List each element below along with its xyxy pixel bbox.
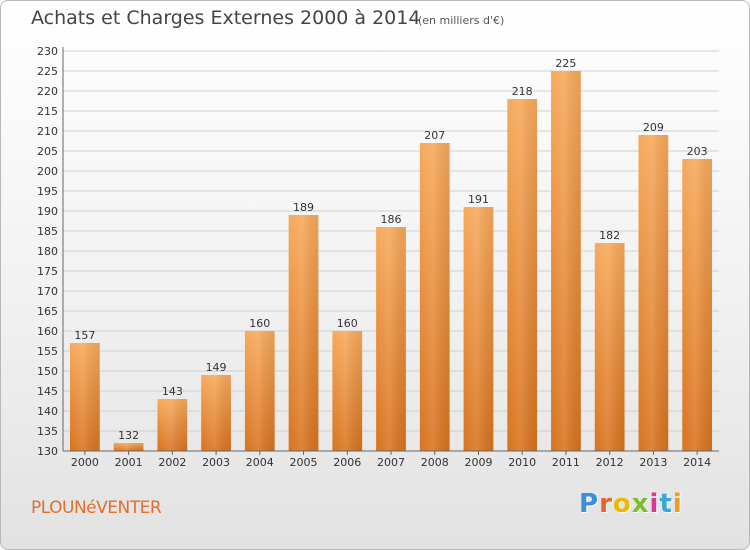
x-tick-label: 2003 — [202, 456, 230, 469]
x-tick-label: 2000 — [71, 456, 99, 469]
data-label: 132 — [118, 429, 139, 442]
x-tick-label: 2008 — [421, 456, 449, 469]
bar-shine — [638, 135, 669, 451]
bars — [69, 71, 713, 451]
bar-shine — [419, 143, 450, 451]
proxiti-logo[interactable]: Proxiti — [579, 489, 683, 519]
logo-letter: r — [599, 489, 613, 519]
y-tick-label: 135 — [37, 425, 58, 438]
x-tick-label: 2004 — [246, 456, 274, 469]
logo-letter: x — [631, 489, 650, 519]
place-name: PLOUNéVENTER — [31, 498, 162, 518]
logo-letter: t — [659, 489, 673, 519]
y-tick-label: 130 — [37, 445, 58, 458]
chart-subtitle: (en milliers d'€) — [418, 14, 505, 27]
bar-shine — [244, 331, 275, 451]
y-tick-label: 195 — [37, 185, 58, 198]
y-tick-label: 200 — [37, 165, 58, 178]
y-tick-label: 185 — [37, 225, 58, 238]
data-labels: 157 132 143 149 160 189 160 186 207 191 218 225 182 2… — [74, 57, 707, 442]
y-tick-label: 190 — [37, 205, 58, 218]
bar-shine — [463, 207, 494, 451]
bar-shine — [682, 159, 713, 451]
y-tick-label: 180 — [37, 245, 58, 258]
data-label: 203 — [687, 145, 708, 158]
y-tick-label: 140 — [37, 405, 58, 418]
data-label: 207 — [424, 129, 445, 142]
x-tick-label: 2012 — [596, 456, 624, 469]
x-tick-label: 2006 — [333, 456, 361, 469]
y-tick-label: 165 — [37, 305, 58, 318]
logo-letter: o — [612, 489, 632, 519]
x-tick-labels: 2000 2001 2002 2003 2004 2005 2006 2007 2008 2009… — [71, 456, 711, 469]
data-label: 160 — [249, 317, 270, 330]
y-tick-label: 210 — [37, 125, 58, 138]
data-label: 186 — [381, 213, 402, 226]
bar-shine — [201, 375, 231, 451]
x-tick-label: 2007 — [377, 456, 405, 469]
x-tick-label: 2009 — [464, 456, 492, 469]
axes — [62, 47, 719, 455]
y-tick-labels: 130 135 140 145 150 155 160 165 170 175 180 185 190 1… — [37, 45, 58, 458]
data-label: 209 — [643, 121, 664, 134]
y-tick-label: 230 — [37, 45, 58, 58]
data-label: 182 — [599, 229, 620, 242]
bar-shine — [594, 243, 625, 451]
y-tick-label: 155 — [37, 345, 58, 358]
x-tick-label: 2013 — [639, 456, 667, 469]
y-tick-label: 205 — [37, 145, 58, 158]
data-label: 143 — [162, 385, 183, 398]
logo-letter: i — [672, 489, 683, 519]
bar-shine — [376, 227, 406, 451]
logo-letter: P — [579, 489, 600, 519]
x-tick-label: 2011 — [552, 456, 580, 469]
data-label: 149 — [206, 361, 227, 374]
data-label: 225 — [555, 57, 576, 70]
y-tick-label: 160 — [37, 325, 58, 338]
bar-shine — [507, 99, 538, 451]
x-tick-label: 2005 — [290, 456, 318, 469]
data-label: 191 — [468, 193, 489, 206]
bar-shine — [157, 399, 188, 451]
x-tick-label: 2001 — [115, 456, 143, 469]
data-label: 157 — [74, 329, 95, 342]
bar-shine — [551, 71, 581, 451]
y-tick-label: 170 — [37, 285, 58, 298]
logo-letter: i — [649, 489, 660, 519]
x-tick-label: 2002 — [158, 456, 186, 469]
bar-shine — [113, 443, 144, 451]
data-label: 218 — [512, 85, 533, 98]
y-tick-label: 175 — [37, 265, 58, 278]
bar-shine — [332, 331, 363, 451]
y-tick-label: 215 — [37, 105, 58, 118]
data-label: 189 — [293, 201, 314, 214]
chart-title: Achats et Charges Externes 2000 à 2014 — [31, 7, 421, 29]
data-label: 160 — [337, 317, 358, 330]
y-tick-label: 150 — [37, 365, 58, 378]
x-tick-label: 2010 — [508, 456, 536, 469]
y-tick-label: 225 — [37, 65, 58, 78]
bar-shine — [69, 343, 100, 451]
x-tick-label: 2014 — [683, 456, 711, 469]
bar-shine — [288, 215, 319, 451]
y-tick-label: 145 — [37, 385, 58, 398]
y-tick-label: 220 — [37, 85, 58, 98]
